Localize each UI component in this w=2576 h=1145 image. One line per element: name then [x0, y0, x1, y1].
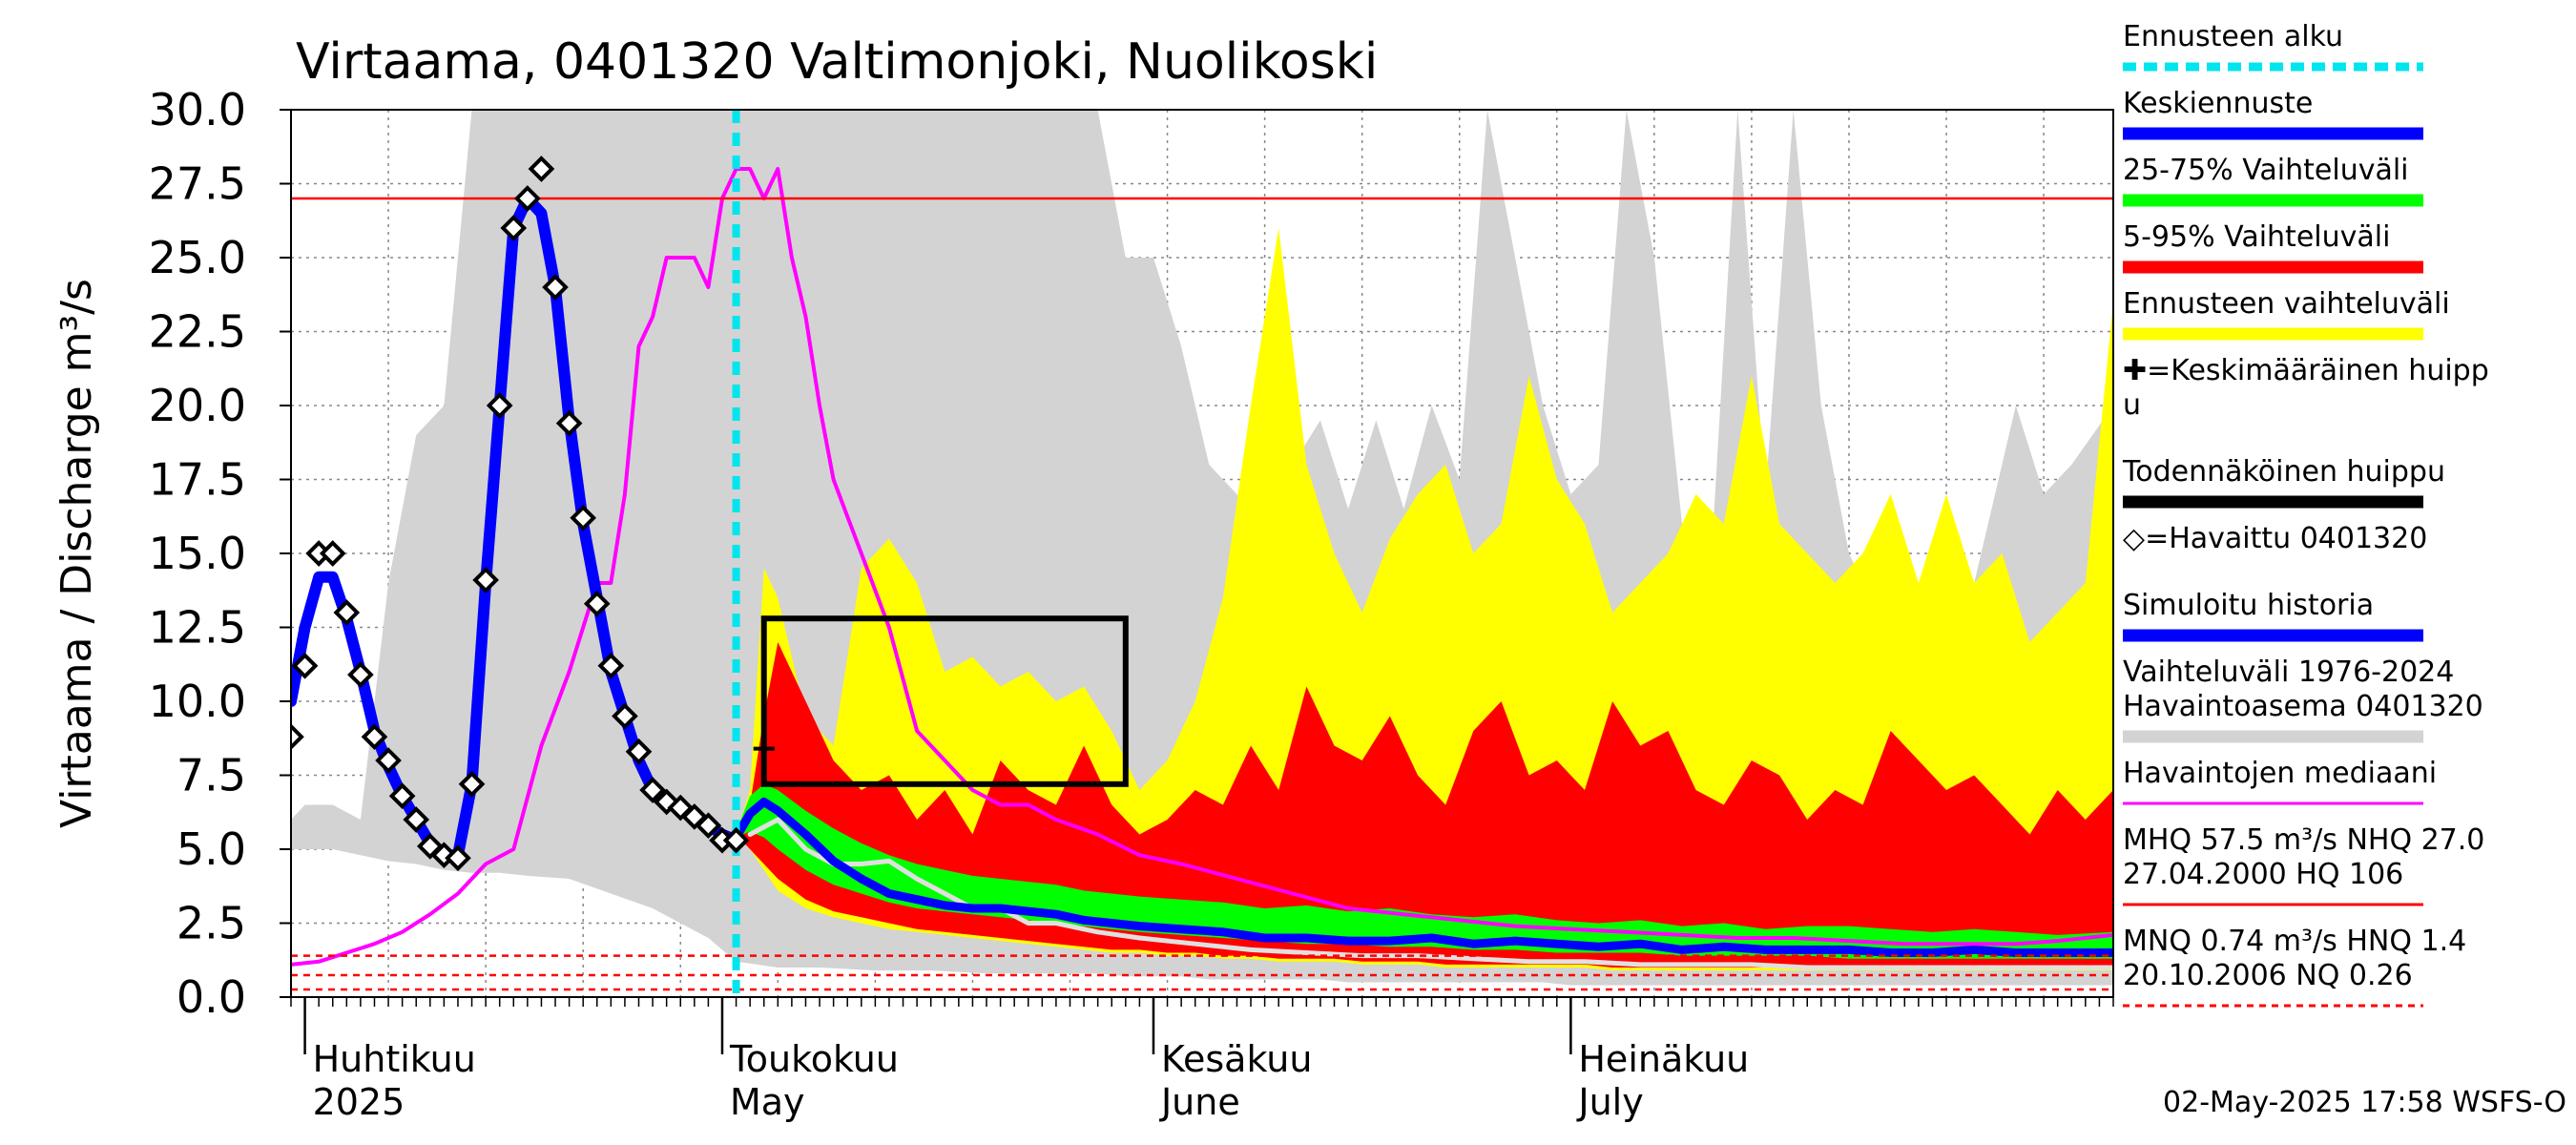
legend-label: Todennäköinen huippu — [2122, 455, 2445, 489]
observed-point — [570, 504, 597, 531]
legend-label: ◇=Havaittu 0401320 — [2123, 522, 2427, 555]
legend-label: u — [2123, 388, 2141, 422]
legend-label: 20.10.2006 NQ 0.26 — [2123, 959, 2413, 992]
y-tick-label: 20.0 — [149, 380, 246, 431]
legend-label: Havaintojen mediaani — [2123, 757, 2437, 790]
observed-point — [542, 274, 569, 301]
observed-point — [361, 723, 388, 751]
legend-label: 25-75% Vaihteluväli — [2123, 154, 2409, 187]
legend-label: Vaihteluväli 1976-2024 — [2123, 656, 2454, 689]
observed-point — [319, 540, 346, 567]
legend-label: MNQ 0.74 m³/s HNQ 1.4 — [2123, 925, 2466, 958]
y-tick-label: 0.0 — [177, 971, 246, 1023]
observed-point — [625, 738, 653, 765]
range-25-75-band — [736, 783, 2113, 959]
x-month-sublabel: June — [1159, 1081, 1240, 1123]
observed-point — [486, 392, 513, 419]
observed-point — [555, 409, 583, 437]
observed-point — [472, 567, 499, 593]
legend-label: Keskiennuste — [2123, 87, 2313, 120]
observed-point — [612, 702, 638, 730]
legend-label: Havaintoasema 0401320 — [2123, 690, 2483, 723]
observed-point — [583, 590, 611, 617]
x-month-sublabel: May — [730, 1081, 805, 1123]
y-tick-label: 25.0 — [149, 232, 246, 283]
chart-title: Virtaama, 0401320 Valtimonjoki, Nuolikos… — [296, 33, 1378, 91]
observed-point — [528, 156, 555, 182]
observed-point — [722, 826, 750, 854]
x-month-label: Heinäkuu — [1578, 1038, 1749, 1080]
observed-point — [430, 842, 458, 869]
legend-label: 5-95% Vaihteluväli — [2123, 220, 2390, 254]
y-tick-label: 5.0 — [177, 823, 246, 875]
y-tick-label: 27.5 — [149, 158, 246, 210]
legend-label: Ennusteen alku — [2123, 20, 2343, 53]
observed-point — [416, 833, 444, 860]
y-tick-label: 2.5 — [177, 898, 246, 949]
observed-point — [347, 661, 374, 688]
legend-label: 27.04.2000 HQ 106 — [2123, 858, 2403, 891]
observed-median-line — [291, 167, 2113, 967]
observed-point — [291, 652, 319, 679]
y-tick-label: 22.5 — [149, 306, 246, 358]
y-tick-label: 30.0 — [149, 84, 246, 135]
x-month-sublabel: 2025 — [313, 1081, 405, 1123]
y-tick-label: 15.0 — [149, 528, 246, 579]
history-station-line — [747, 817, 2113, 970]
observed-point — [514, 185, 541, 212]
legend-label: Ennusteen vaihteluväli — [2123, 287, 2450, 321]
observed-point — [500, 215, 528, 241]
mean-forecast-line — [732, 797, 2113, 957]
range-5-95-band — [736, 642, 2113, 968]
observed-point — [375, 747, 402, 774]
y-tick-label: 17.5 — [149, 454, 246, 506]
legend-label: MHQ 57.5 m³/s NHQ 27.0 — [2123, 823, 2484, 857]
y-tick-label: 10.0 — [149, 676, 246, 727]
probable-peak-box — [760, 615, 1129, 787]
observed-point — [458, 770, 486, 798]
mean-peak-marker — [753, 738, 775, 760]
x-month-label: Toukokuu — [729, 1038, 899, 1080]
observed-point — [388, 782, 416, 810]
legend-label: ✚=Keskimääräinen huipp — [2123, 354, 2489, 387]
observed-point — [695, 812, 722, 840]
x-month-label: Kesäkuu — [1161, 1038, 1313, 1080]
x-month-label: Huhtikuu — [313, 1038, 476, 1080]
observed-point — [445, 844, 471, 872]
observed-point — [403, 806, 430, 833]
observed-point — [639, 777, 666, 803]
y-tick-label: 7.5 — [177, 750, 246, 802]
x-month-sublabel: July — [1576, 1081, 1643, 1123]
observed-point — [333, 599, 361, 626]
observed-point — [291, 723, 304, 751]
y-axis-label: Virtaama / Discharge m³/s — [52, 279, 101, 828]
plot-area — [291, 110, 2113, 997]
legend-label: Simuloitu historia — [2123, 589, 2374, 622]
y-tick-label: 12.5 — [149, 602, 246, 654]
observed-point — [597, 652, 625, 679]
timestamp-label: 02-May-2025 17:58 WSFS-O — [2163, 1086, 2566, 1119]
